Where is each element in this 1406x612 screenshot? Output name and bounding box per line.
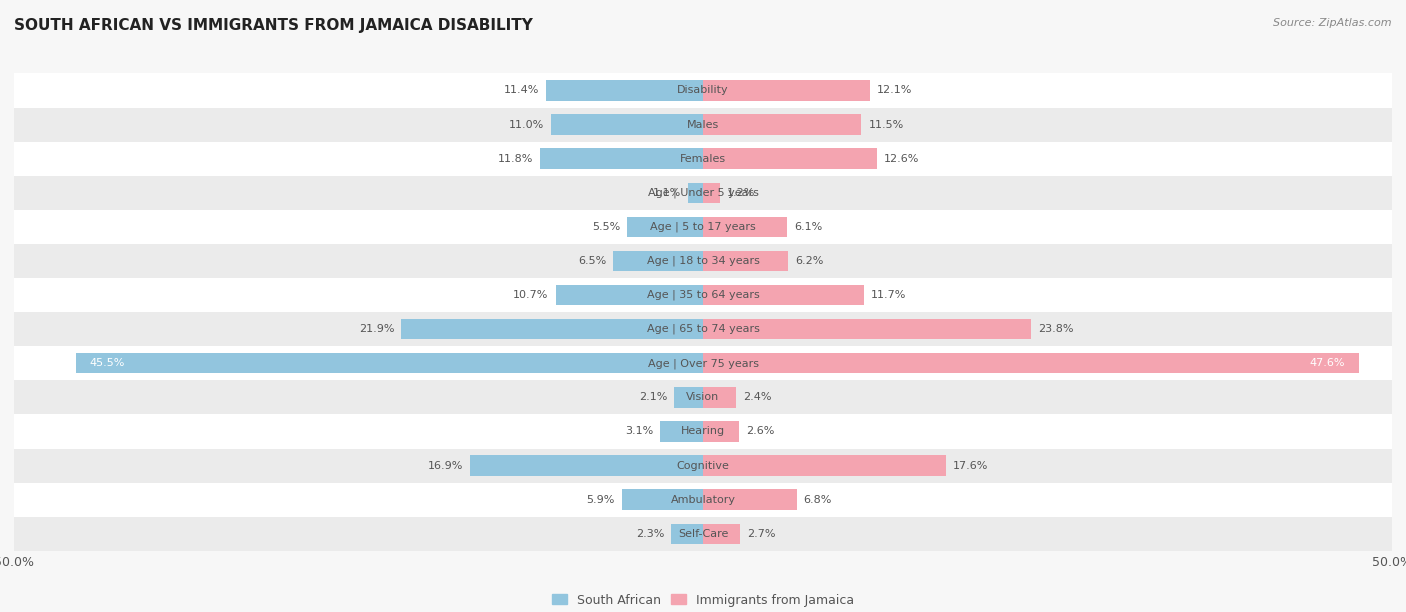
Bar	[613, 251, 703, 271]
Text: 2.1%: 2.1%	[638, 392, 668, 402]
Bar	[14, 210, 1392, 244]
Text: 11.5%: 11.5%	[869, 119, 904, 130]
Text: Self-Care: Self-Care	[678, 529, 728, 539]
Bar	[14, 517, 1392, 551]
Bar	[703, 353, 1358, 373]
Text: 6.2%: 6.2%	[796, 256, 824, 266]
Bar	[14, 483, 1392, 517]
Bar	[555, 285, 703, 305]
Text: 2.4%: 2.4%	[742, 392, 772, 402]
Bar	[703, 490, 797, 510]
Text: 1.2%: 1.2%	[727, 188, 755, 198]
Bar	[551, 114, 703, 135]
Bar	[14, 278, 1392, 312]
Bar	[703, 523, 740, 544]
Text: 21.9%: 21.9%	[359, 324, 394, 334]
Text: 17.6%: 17.6%	[952, 461, 988, 471]
Text: 2.6%: 2.6%	[745, 427, 775, 436]
Bar	[14, 73, 1392, 108]
Bar	[14, 449, 1392, 483]
Bar	[540, 149, 703, 169]
Text: Hearing: Hearing	[681, 427, 725, 436]
Text: 6.1%: 6.1%	[794, 222, 823, 232]
Text: Females: Females	[681, 154, 725, 163]
Bar	[673, 387, 703, 408]
Text: 11.7%: 11.7%	[872, 290, 907, 300]
Bar	[621, 490, 703, 510]
Text: 12.6%: 12.6%	[883, 154, 920, 163]
Text: Source: ZipAtlas.com: Source: ZipAtlas.com	[1274, 18, 1392, 28]
Text: 45.5%: 45.5%	[90, 358, 125, 368]
Text: 6.5%: 6.5%	[578, 256, 606, 266]
Bar	[470, 455, 703, 476]
Bar	[14, 108, 1392, 141]
Text: 5.5%: 5.5%	[592, 222, 620, 232]
Text: Disability: Disability	[678, 86, 728, 95]
Bar	[671, 523, 703, 544]
Bar	[401, 319, 703, 340]
Text: Ambulatory: Ambulatory	[671, 494, 735, 505]
Text: 10.7%: 10.7%	[513, 290, 548, 300]
Legend: South African, Immigrants from Jamaica: South African, Immigrants from Jamaica	[553, 594, 853, 606]
Bar	[14, 244, 1392, 278]
Text: 47.6%: 47.6%	[1309, 358, 1346, 368]
Text: 11.0%: 11.0%	[509, 119, 544, 130]
Bar	[14, 312, 1392, 346]
Text: Age | Over 75 years: Age | Over 75 years	[648, 358, 758, 368]
Bar	[76, 353, 703, 373]
Bar	[703, 149, 876, 169]
Bar	[703, 182, 720, 203]
Bar	[703, 285, 865, 305]
Bar	[627, 217, 703, 237]
Text: Age | 65 to 74 years: Age | 65 to 74 years	[647, 324, 759, 334]
Text: Vision: Vision	[686, 392, 720, 402]
Text: SOUTH AFRICAN VS IMMIGRANTS FROM JAMAICA DISABILITY: SOUTH AFRICAN VS IMMIGRANTS FROM JAMAICA…	[14, 18, 533, 34]
Bar	[703, 319, 1031, 340]
Bar	[703, 80, 870, 101]
Text: 2.7%: 2.7%	[747, 529, 776, 539]
Bar	[14, 380, 1392, 414]
Bar	[14, 414, 1392, 449]
Text: 11.4%: 11.4%	[503, 86, 538, 95]
Text: Age | 35 to 64 years: Age | 35 to 64 years	[647, 290, 759, 300]
Text: Cognitive: Cognitive	[676, 461, 730, 471]
Bar	[14, 176, 1392, 210]
Text: Males: Males	[688, 119, 718, 130]
Bar	[703, 251, 789, 271]
Bar	[703, 455, 945, 476]
Text: 2.3%: 2.3%	[636, 529, 665, 539]
Bar	[703, 114, 862, 135]
Text: 3.1%: 3.1%	[626, 427, 654, 436]
Bar	[14, 141, 1392, 176]
Text: Age | 18 to 34 years: Age | 18 to 34 years	[647, 256, 759, 266]
Text: 1.1%: 1.1%	[652, 188, 681, 198]
Bar	[703, 217, 787, 237]
Bar	[661, 421, 703, 442]
Text: 11.8%: 11.8%	[498, 154, 533, 163]
Bar	[688, 182, 703, 203]
Text: 5.9%: 5.9%	[586, 494, 614, 505]
Bar	[703, 387, 737, 408]
Bar	[14, 346, 1392, 380]
Text: 16.9%: 16.9%	[427, 461, 463, 471]
Text: Age | Under 5 years: Age | Under 5 years	[648, 187, 758, 198]
Text: Age | 5 to 17 years: Age | 5 to 17 years	[650, 222, 756, 232]
Bar	[546, 80, 703, 101]
Text: 12.1%: 12.1%	[876, 86, 912, 95]
Text: 6.8%: 6.8%	[804, 494, 832, 505]
Bar	[703, 421, 738, 442]
Text: 23.8%: 23.8%	[1038, 324, 1073, 334]
